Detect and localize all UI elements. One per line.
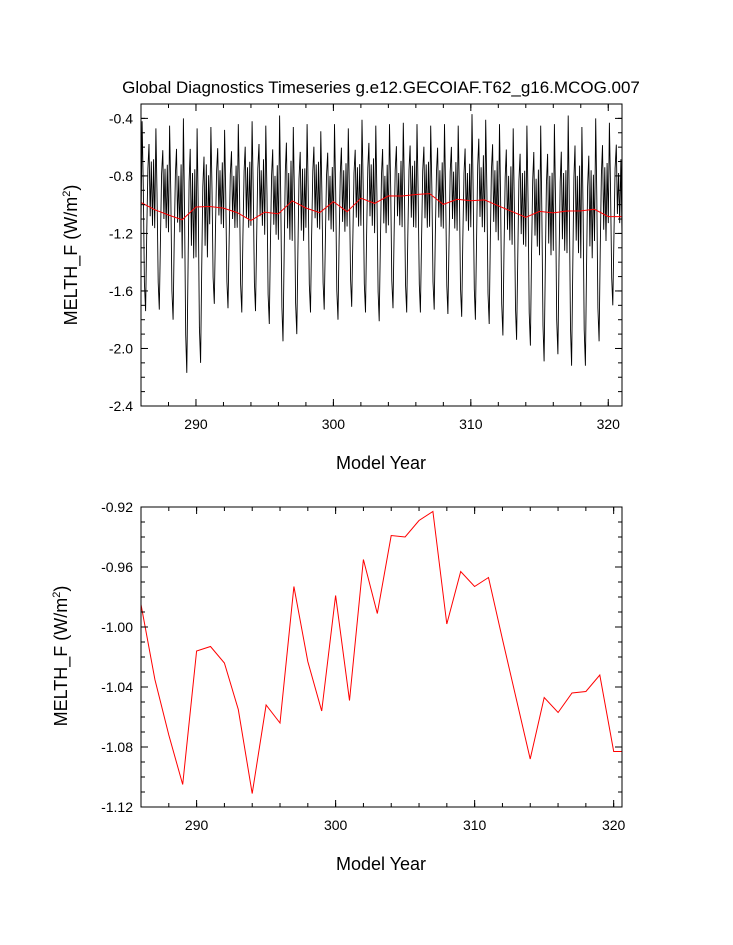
bottom-x-axis-label: Model Year	[336, 854, 426, 874]
annual-mean-line-detail	[141, 510, 622, 794]
annual-mean-series-detail	[141, 510, 622, 794]
y-tick-label: -0.8	[109, 168, 133, 184]
annual-mean-line	[141, 193, 622, 222]
top-y-axis-label-close: )	[61, 185, 81, 191]
top-plot-frame	[140, 103, 623, 407]
top-y-axis-label-main: MELTH_F (W/m	[61, 197, 82, 326]
x-tick-label: 290	[184, 416, 208, 432]
top-y-axis-label-sup: 2	[61, 191, 73, 197]
figure-title: Global Diagnostics Timeseries g.e12.GECO…	[122, 78, 640, 97]
bottom-y-axis-label-sup: 2	[51, 592, 63, 598]
top-panel: -0.4 -0.8 -1.2 -1.6 -2.0 -2.4 290 300 310 320 Mo…	[61, 103, 623, 473]
y-tick-label: -1.00	[101, 619, 133, 635]
bottom-panel: -0.92 -0.96 -1.00 -1.04 -1.08 -1.12 290 300 310…	[51, 499, 626, 874]
x-tick-label: 300	[324, 817, 348, 833]
x-tick-label: 320	[597, 416, 621, 432]
bottom-y-axis-label: MELTH_F (W/m2)	[51, 586, 72, 727]
x-tick-label: 310	[463, 817, 487, 833]
top-x-axis-label: Model Year	[336, 453, 426, 473]
bottom-y-axis-label-main: MELTH_F (W/m	[51, 598, 72, 727]
monthly-series	[141, 114, 622, 373]
x-tick-label: 320	[602, 817, 626, 833]
annual-mean-series	[141, 193, 622, 222]
bottom-plot-frame	[140, 506, 623, 808]
top-y-axis: -0.4 -0.8 -1.2 -1.6 -2.0 -2.4	[109, 103, 622, 414]
top-y-axis-label: MELTH_F (W/m2)	[61, 185, 82, 326]
y-tick-label: -1.08	[101, 739, 133, 755]
y-tick-label: -1.2	[109, 225, 133, 241]
x-tick-label: 310	[459, 416, 483, 432]
bottom-x-axis: 290 300 310 320	[140, 507, 626, 833]
y-tick-label: -1.12	[101, 799, 133, 815]
top-x-axis: 290 300 310 320	[140, 104, 621, 432]
y-tick-label: -2.0	[109, 340, 133, 356]
x-tick-label: 290	[185, 817, 209, 833]
x-tick-label: 300	[322, 416, 346, 432]
y-tick-label: -0.4	[109, 110, 133, 126]
y-tick-label: -1.04	[101, 679, 133, 695]
y-tick-label: -0.92	[101, 499, 133, 515]
y-tick-label: -2.4	[109, 398, 133, 414]
bottom-y-axis-label-close: )	[51, 586, 71, 592]
bottom-y-axis: -0.92 -0.96 -1.00 -1.04 -1.08 -1.12	[101, 499, 622, 815]
y-tick-label: -1.6	[109, 283, 133, 299]
monthly-line	[141, 114, 622, 373]
y-tick-label: -0.96	[101, 559, 133, 575]
